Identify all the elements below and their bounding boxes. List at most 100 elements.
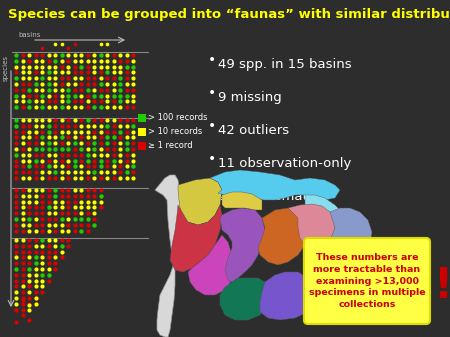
Point (32, 187, 39, 193)
Point (25, 222, 32, 227)
Point (38, 45, 45, 51)
Point (71, 104, 78, 110)
Point (123, 175, 130, 181)
Point (110, 75, 117, 81)
Point (19, 199, 26, 204)
Point (32, 52, 39, 58)
Point (117, 164, 124, 169)
Point (77, 211, 85, 216)
Point (19, 295, 26, 301)
Point (19, 87, 26, 92)
Point (19, 205, 26, 210)
Point (32, 193, 39, 198)
Point (51, 99, 59, 104)
Point (32, 243, 39, 248)
Point (104, 58, 111, 63)
Point (77, 216, 85, 222)
Point (64, 75, 72, 81)
Point (130, 64, 137, 69)
Point (25, 243, 32, 248)
Point (64, 117, 72, 123)
Point (71, 193, 78, 198)
Point (64, 70, 72, 75)
Point (38, 58, 45, 63)
Point (117, 158, 124, 163)
Point (117, 75, 124, 81)
Point (13, 187, 20, 193)
Point (117, 135, 124, 140)
Point (19, 152, 26, 157)
Point (58, 193, 65, 198)
Point (64, 45, 72, 51)
Point (58, 104, 65, 110)
Point (58, 164, 65, 169)
Point (19, 64, 26, 69)
Polygon shape (260, 272, 315, 320)
Point (90, 141, 98, 146)
Point (38, 99, 45, 104)
Point (51, 237, 59, 243)
Point (104, 117, 111, 123)
Point (97, 104, 104, 110)
Point (32, 222, 39, 227)
Point (51, 70, 59, 75)
Point (64, 175, 72, 181)
Point (71, 52, 78, 58)
Point (13, 228, 20, 233)
Point (77, 228, 85, 233)
Point (19, 135, 26, 140)
Point (51, 64, 59, 69)
Point (58, 243, 65, 248)
Point (13, 222, 20, 227)
Polygon shape (178, 178, 222, 225)
Text: •: • (208, 152, 216, 166)
Point (25, 99, 32, 104)
Point (13, 307, 20, 312)
Point (25, 152, 32, 157)
Point (32, 164, 39, 169)
Point (84, 135, 91, 140)
Point (123, 141, 130, 146)
Polygon shape (288, 204, 335, 248)
Point (58, 117, 65, 123)
Point (13, 193, 20, 198)
Point (19, 266, 26, 272)
Point (84, 75, 91, 81)
Point (130, 104, 137, 110)
Point (32, 237, 39, 243)
Point (71, 158, 78, 163)
Point (38, 129, 45, 134)
Point (38, 278, 45, 283)
Point (110, 141, 117, 146)
Point (13, 261, 20, 266)
Point (51, 255, 59, 260)
Point (97, 70, 104, 75)
Point (19, 237, 26, 243)
Point (64, 87, 72, 92)
Point (25, 75, 32, 81)
Point (77, 52, 85, 58)
Point (130, 141, 137, 146)
Text: !: ! (433, 265, 450, 307)
Point (51, 199, 59, 204)
Point (117, 58, 124, 63)
Point (45, 272, 52, 277)
Polygon shape (155, 175, 180, 337)
Text: •: • (208, 86, 216, 100)
Point (123, 52, 130, 58)
Point (58, 52, 65, 58)
Point (45, 104, 52, 110)
Point (110, 117, 117, 123)
Point (25, 64, 32, 69)
Point (123, 87, 130, 92)
Point (130, 158, 137, 163)
Point (97, 117, 104, 123)
Point (117, 99, 124, 104)
Point (45, 255, 52, 260)
Point (13, 175, 20, 181)
Polygon shape (220, 278, 270, 320)
Point (25, 216, 32, 222)
Point (90, 75, 98, 81)
Point (90, 129, 98, 134)
Point (45, 52, 52, 58)
